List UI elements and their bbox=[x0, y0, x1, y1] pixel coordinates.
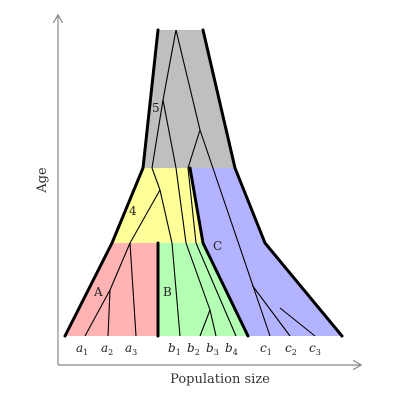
leaf-label-c3: c3 bbox=[309, 341, 321, 357]
lineage-line bbox=[251, 284, 291, 337]
outer-left-boundary bbox=[63, 28, 160, 338]
regions bbox=[65, 30, 342, 336]
leaf-label-c1: c1 bbox=[260, 341, 272, 357]
lineage-line bbox=[107, 289, 111, 337]
lineage-line bbox=[279, 307, 316, 337]
region-label-C: C bbox=[213, 239, 222, 253]
leaf-label-b3: b3 bbox=[206, 341, 219, 357]
lineage-line bbox=[199, 309, 211, 337]
axes bbox=[58, 16, 360, 365]
lineage-line bbox=[129, 189, 161, 244]
lineage-line bbox=[209, 309, 217, 337]
lineage-line bbox=[175, 167, 187, 244]
region-label-B: B bbox=[163, 285, 172, 299]
leaf-label-c2: c2 bbox=[285, 341, 297, 357]
population-outlines bbox=[63, 28, 344, 338]
leaf-label-b1: b1 bbox=[168, 341, 181, 357]
region-labels: 5 4 C A B bbox=[93, 101, 222, 299]
leaf-label-a3: a3 bbox=[125, 341, 137, 357]
genealogy-lines bbox=[84, 29, 316, 337]
leaf-label-b4: b4 bbox=[225, 341, 238, 357]
leaf-label-a1: a1 bbox=[76, 341, 88, 357]
lineage-line bbox=[199, 129, 271, 337]
lineage-line bbox=[187, 129, 201, 169]
x-axis-label: Population size bbox=[170, 372, 270, 387]
region-5-fill bbox=[143, 30, 235, 168]
lineage-line bbox=[185, 242, 211, 311]
region-label-5: 5 bbox=[152, 101, 160, 115]
region-A-fill bbox=[65, 243, 158, 336]
lineage-line bbox=[159, 189, 173, 244]
lineage-line bbox=[151, 167, 161, 191]
y-axis-label: Age bbox=[35, 167, 50, 194]
lineage-line bbox=[187, 167, 197, 244]
lineage-line bbox=[129, 242, 137, 337]
lineage-line bbox=[151, 99, 164, 169]
leaf-labels: a1 a2 a3 b1 b2 b3 b4 c1 c2 c3 bbox=[76, 341, 321, 357]
lineage-line bbox=[84, 289, 111, 337]
lineage-line bbox=[162, 29, 177, 101]
boundary-C-left bbox=[188, 166, 250, 338]
region-label-4: 4 bbox=[129, 204, 137, 218]
lineage-line bbox=[175, 29, 201, 131]
outer-right-boundary bbox=[201, 28, 344, 338]
region-4-fill bbox=[112, 168, 203, 243]
leaf-label-b2: b2 bbox=[187, 341, 200, 357]
region-label-A: A bbox=[93, 285, 103, 299]
lineage-line bbox=[171, 242, 181, 337]
lineage-line bbox=[109, 242, 131, 291]
lineage-line bbox=[195, 242, 237, 337]
lineage-line bbox=[162, 99, 177, 169]
leaf-label-a2: a2 bbox=[101, 341, 113, 357]
